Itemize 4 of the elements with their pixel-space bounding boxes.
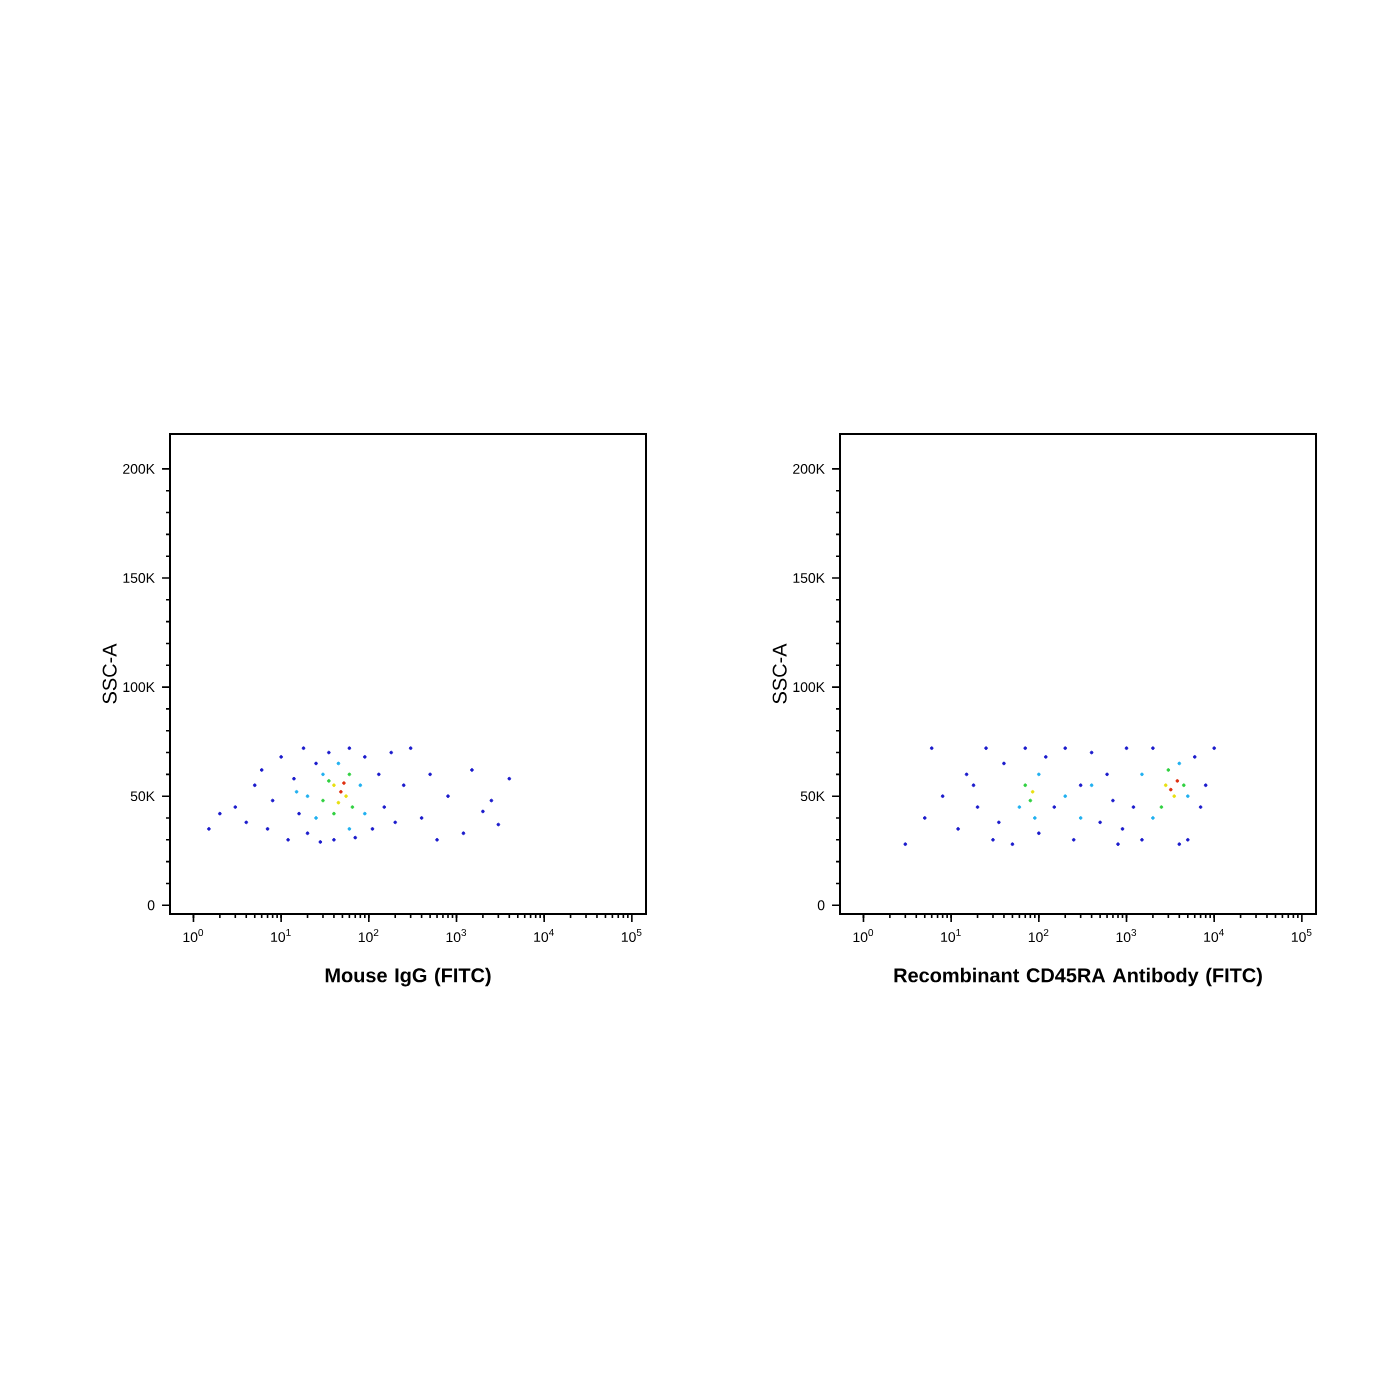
- x-axis-title: Recombinant CD45RA Antibody (FITC): [894, 967, 1262, 987]
- x-axis-title: Mouse IgG (FITC): [325, 967, 491, 987]
- y-axis-title: SSC-A: [772, 643, 787, 704]
- y-axis-title: SSC-A: [102, 643, 117, 704]
